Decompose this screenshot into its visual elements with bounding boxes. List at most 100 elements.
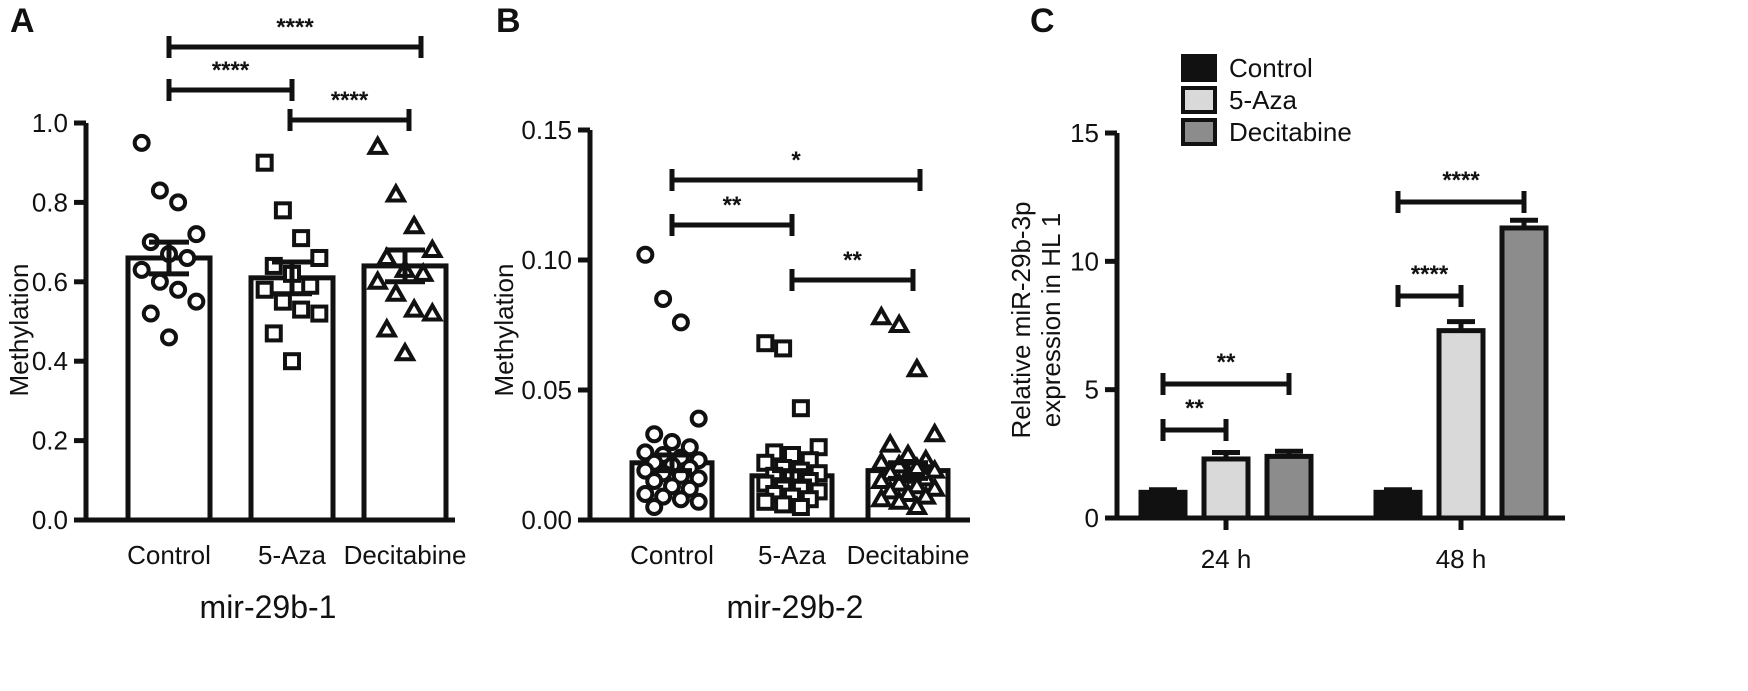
data-point-a bbox=[273, 201, 292, 220]
bar-c bbox=[1138, 489, 1188, 521]
legend-label-c: Decitabine bbox=[1229, 117, 1352, 147]
data-point-b bbox=[663, 433, 681, 451]
data-point-a bbox=[187, 225, 206, 244]
data-point-b bbox=[869, 305, 893, 326]
data-point-b bbox=[689, 492, 708, 511]
significance-label-a: **** bbox=[212, 57, 250, 84]
legend-label-c: Control bbox=[1229, 53, 1313, 83]
legend-swatch-c bbox=[1181, 86, 1217, 114]
data-point-b bbox=[645, 472, 664, 490]
x-tick-label-b: Decitabine bbox=[847, 540, 970, 570]
data-point-a bbox=[187, 292, 206, 311]
data-point-b bbox=[905, 357, 929, 378]
data-point-a bbox=[310, 304, 329, 323]
data-point-a bbox=[273, 292, 292, 311]
y-tick-label-c: 5 bbox=[1085, 375, 1099, 405]
x-tick-label-b: 5-Aza bbox=[758, 540, 826, 570]
y-tick-label-a: 0.2 bbox=[32, 426, 68, 456]
data-point-b bbox=[878, 479, 902, 500]
data-point-b bbox=[636, 245, 655, 264]
data-point-a bbox=[366, 134, 390, 155]
legend-label-c: 5-Aza bbox=[1229, 85, 1297, 115]
data-point-a bbox=[301, 276, 320, 295]
data-point-a bbox=[393, 341, 417, 362]
plot-area-a: 0.0 0.2 0.4 0.6 0.8 1.0 Control 5-Aza Decitabine… bbox=[32, 14, 467, 570]
data-point-b bbox=[654, 290, 673, 308]
bar-c bbox=[1436, 328, 1486, 521]
legend-swatch-c bbox=[1181, 54, 1217, 82]
data-point-a bbox=[160, 328, 178, 347]
data-point-b bbox=[791, 399, 810, 418]
significance-label-c: ** bbox=[1217, 349, 1236, 376]
data-point-b bbox=[869, 468, 893, 489]
data-point-a bbox=[264, 324, 283, 343]
y-axis-label-c-line2: expression in HL 1 bbox=[1036, 213, 1066, 427]
data-point-a bbox=[255, 280, 274, 299]
bar-c bbox=[1499, 225, 1549, 521]
data-point-a bbox=[384, 281, 408, 302]
data-point-b bbox=[923, 422, 947, 443]
y-tick-label-a: 0.4 bbox=[32, 346, 68, 376]
data-point-a bbox=[283, 352, 301, 371]
data-point-b bbox=[887, 471, 911, 492]
data-point-b bbox=[791, 498, 810, 516]
data-point-b bbox=[774, 495, 793, 514]
y-tick-label-b: 0.10 bbox=[521, 245, 572, 275]
data-point-a bbox=[141, 304, 160, 323]
data-point-b bbox=[636, 485, 655, 503]
panel-letter-b: B bbox=[496, 2, 521, 40]
x-tick-label-c: 24 h bbox=[1201, 544, 1252, 574]
panel-letter-c: C bbox=[1030, 2, 1055, 40]
x-tick-label-a: 5-Aza bbox=[258, 540, 326, 570]
significance-label-a: **** bbox=[276, 14, 314, 41]
significance-label-c: **** bbox=[1442, 167, 1480, 194]
y-tick-label-c: 15 bbox=[1070, 118, 1099, 148]
data-point-b bbox=[645, 498, 664, 516]
data-point-b bbox=[896, 442, 920, 463]
data-point-a bbox=[375, 317, 399, 338]
panel-letter-a: A bbox=[10, 2, 35, 40]
significance-label-c: **** bbox=[1411, 261, 1449, 288]
data-point-b bbox=[645, 425, 664, 444]
y-tick-label-b: 0.15 bbox=[521, 115, 572, 145]
data-point-b bbox=[887, 312, 911, 333]
x-tick-label-c: 48 h bbox=[1436, 544, 1487, 574]
data-point-b bbox=[671, 490, 690, 509]
data-point-b bbox=[923, 458, 947, 479]
panel-subtitle-a: mir-29b-1 bbox=[200, 589, 337, 625]
panel-c: C Relative miR-29b-3p expression in HL 1… bbox=[1006, 2, 1565, 574]
y-axis-label-b: Methylation bbox=[489, 264, 519, 397]
significance-label-b: * bbox=[791, 147, 801, 174]
data-point-a bbox=[132, 133, 151, 152]
bar-c bbox=[1264, 453, 1314, 521]
y-axis-label-a: Methylation bbox=[4, 264, 34, 397]
data-point-b bbox=[756, 492, 775, 511]
data-point-a bbox=[384, 182, 408, 203]
y-tick-label-a: 0.8 bbox=[32, 187, 68, 217]
data-point-a bbox=[292, 229, 311, 248]
data-point-a bbox=[310, 248, 329, 267]
y-tick-label-c: 0 bbox=[1085, 503, 1099, 533]
significance-label-b: ** bbox=[843, 247, 862, 274]
panel-b: B Methylation mir-29b-2 0.00 0.05 0.10 0.15… bbox=[489, 2, 970, 625]
significance-label-c: ** bbox=[1185, 395, 1204, 422]
significance-label-b: ** bbox=[723, 192, 742, 219]
data-point-a bbox=[169, 280, 188, 299]
data-point-a bbox=[420, 238, 444, 259]
x-tick-label-a: Decitabine bbox=[344, 540, 467, 570]
bar-c bbox=[1373, 489, 1423, 521]
data-point-b bbox=[905, 455, 929, 476]
data-point-a bbox=[255, 153, 274, 172]
data-point-b bbox=[774, 339, 793, 358]
data-point-a bbox=[178, 248, 197, 267]
data-point-a bbox=[420, 301, 444, 322]
significance-label-a: **** bbox=[331, 87, 369, 114]
bar-c bbox=[1201, 456, 1251, 521]
data-point-a bbox=[132, 260, 151, 279]
data-point-b bbox=[923, 476, 947, 497]
y-tick-label-a: 0.6 bbox=[32, 267, 68, 297]
y-tick-label-c: 10 bbox=[1070, 246, 1099, 276]
